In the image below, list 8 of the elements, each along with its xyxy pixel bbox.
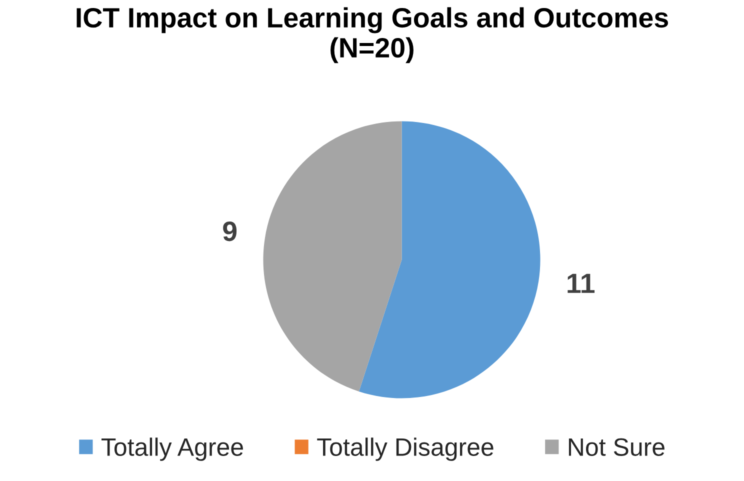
data-label: 9 xyxy=(223,222,237,242)
pie-slice xyxy=(358,121,540,398)
data-label: 11 xyxy=(568,274,595,293)
legend-label: Totally Disagree xyxy=(317,438,494,461)
pie-slice xyxy=(263,121,402,392)
chart-title: ICT Impact on Learning Goals and Outcomes (N=20) xyxy=(76,7,668,64)
legend-label: Totally Agree xyxy=(102,438,243,461)
legend-label: Not Sure xyxy=(568,438,664,456)
